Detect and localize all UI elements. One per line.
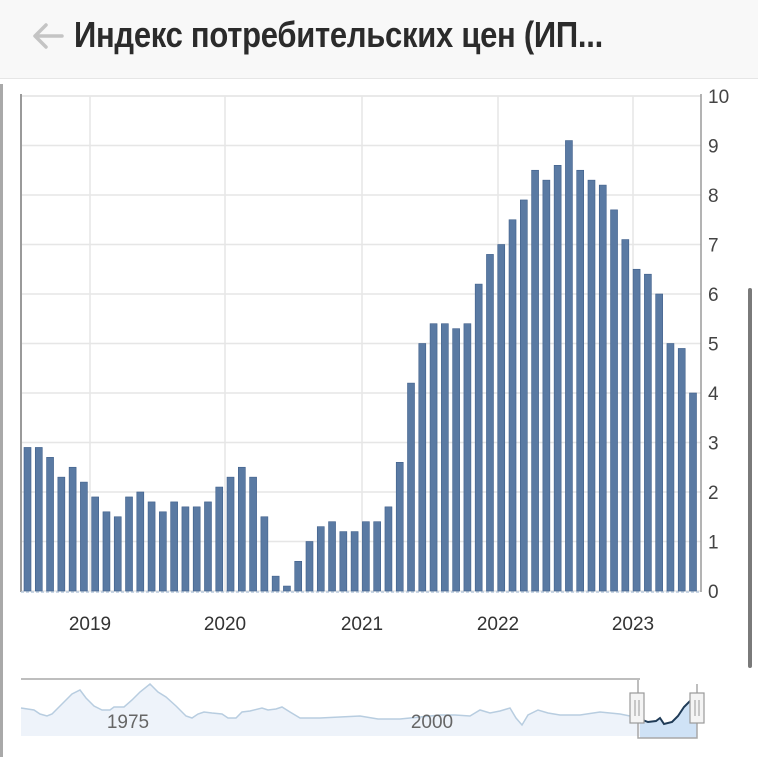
y-tick-label: 0	[708, 582, 719, 603]
bar-2022-05[interactable]	[553, 165, 562, 592]
bar-2022-06[interactable]	[565, 140, 573, 592]
bar-2019-05[interactable]	[147, 501, 156, 592]
navigator-area	[21, 684, 640, 736]
bar-2021-04[interactable]	[407, 382, 415, 592]
bar-2022-09[interactable]	[598, 184, 607, 592]
bar-2022-10[interactable]	[610, 209, 618, 592]
vertical-scrollbar[interactable]	[748, 288, 752, 668]
y-tick-label: 7	[708, 236, 719, 257]
bar-2020-08[interactable]	[316, 526, 325, 592]
bar-2019-02[interactable]	[113, 516, 122, 592]
bar-2019-09[interactable]	[192, 506, 201, 592]
bar-2019-06[interactable]	[159, 511, 167, 592]
navigator-line	[20, 682, 640, 727]
y-tick-label: 4	[708, 384, 719, 405]
x-tick-label: 2021	[341, 614, 383, 635]
bar-2023-01[interactable]	[644, 273, 652, 592]
bar-2022-11[interactable]	[621, 239, 630, 592]
bar-2018-07[interactable]	[34, 447, 43, 592]
bar-2020-01[interactable]	[238, 466, 246, 592]
cpi-bar-chart: 0 1 2 3 4 5 6 7 8 9 10 2019 2020 2021 2022 2023 1975 2000	[20, 87, 729, 739]
bar-2019-01[interactable]	[102, 511, 111, 592]
bar-2022-04[interactable]	[542, 179, 551, 592]
bar-2022-12[interactable]	[632, 268, 641, 592]
x-tick-label: 2019	[69, 614, 111, 635]
navigator-label: 1975	[107, 712, 149, 733]
bar-2021-11[interactable]	[486, 254, 494, 592]
navigator-right-handle[interactable]	[689, 692, 705, 724]
bar-2019-11[interactable]	[215, 486, 224, 592]
y-tick-label: 10	[708, 87, 729, 108]
x-tick-label: 2022	[477, 614, 519, 635]
bar-2020-03[interactable]	[260, 516, 269, 592]
y-tick-label: 1	[708, 533, 719, 554]
bar-2020-05[interactable]	[283, 585, 291, 592]
bar-2019-12[interactable]	[226, 476, 235, 592]
bar-2020-04[interactable]	[271, 575, 280, 592]
bar-2023-05[interactable]	[689, 392, 697, 592]
bar-2020-12[interactable]	[362, 521, 370, 592]
bar-2019-04[interactable]	[136, 491, 145, 592]
bar-2023-04[interactable]	[677, 348, 686, 592]
bar-2021-05[interactable]	[418, 343, 427, 592]
bar-2018-10[interactable]	[68, 466, 77, 592]
bar-2018-06[interactable]	[23, 447, 32, 592]
bar-2018-12[interactable]	[91, 496, 99, 592]
bar-2018-11[interactable]	[80, 481, 88, 592]
bar-2021-08[interactable]	[452, 328, 460, 592]
app-header: Индекс потребительских цен (ИП...	[0, 0, 758, 79]
bar-2021-03[interactable]	[395, 461, 404, 592]
y-tick-label: 2	[708, 483, 719, 504]
y-tick-label: 3	[708, 434, 719, 455]
bar-2020-09[interactable]	[328, 521, 336, 592]
bar-2021-12[interactable]	[497, 244, 506, 592]
navigator-selected-area	[640, 701, 697, 738]
bar-2022-02[interactable]	[520, 199, 528, 592]
page-title: Индекс потребительских цен (ИП...	[74, 14, 603, 55]
navigator-left-handle[interactable]	[629, 692, 645, 724]
bar-2021-02[interactable]	[384, 506, 393, 592]
bar-2023-03[interactable]	[666, 343, 675, 592]
bar-2018-08[interactable]	[46, 457, 54, 592]
bar-2021-09[interactable]	[463, 323, 472, 592]
bar-2022-01[interactable]	[508, 219, 517, 592]
arrow-left-icon[interactable]	[28, 16, 68, 56]
bar-2021-06[interactable]	[429, 323, 438, 592]
bar-2020-11[interactable]	[350, 531, 359, 592]
x-tick-label: 2020	[204, 614, 246, 635]
y-tick-label: 5	[708, 335, 719, 356]
bar-2020-10[interactable]	[339, 531, 348, 592]
y-tick-label: 9	[708, 137, 719, 158]
bar-2019-10[interactable]	[204, 501, 212, 592]
bar-2021-10[interactable]	[474, 283, 483, 592]
bar-2021-01[interactable]	[373, 521, 381, 592]
bar-2021-07[interactable]	[441, 323, 449, 592]
bar-2022-08[interactable]	[587, 179, 596, 592]
bar-2019-07[interactable]	[170, 501, 178, 592]
bar-2020-02[interactable]	[249, 476, 257, 592]
bar-2020-06[interactable]	[294, 560, 303, 592]
navigator-label: 2000	[411, 712, 453, 733]
navigator-selected-line	[639, 700, 697, 726]
bar-2020-07[interactable]	[305, 541, 314, 592]
bar-2023-02[interactable]	[655, 293, 663, 592]
y-tick-label: 6	[708, 285, 719, 306]
bar-2019-08[interactable]	[181, 506, 190, 592]
bar-2022-07[interactable]	[576, 169, 585, 592]
y-tick-label: 8	[708, 186, 719, 207]
left-border	[0, 84, 3, 757]
bar-2018-09[interactable]	[57, 476, 66, 592]
bar-2019-03[interactable]	[125, 496, 133, 592]
bar-2022-03[interactable]	[531, 169, 539, 592]
x-tick-label: 2023	[612, 614, 654, 635]
